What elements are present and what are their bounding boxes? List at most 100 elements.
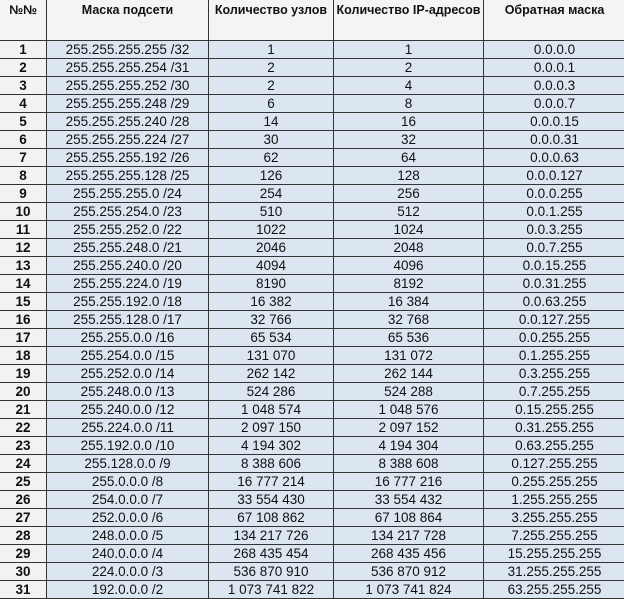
ip-count: 1 073 741 824 bbox=[333, 580, 484, 599]
table-row: 17 255.255.0.0 /16 65 534 65 536 0.0.255.255 bbox=[0, 328, 624, 347]
table-row: 6 255.255.255.224 /27 30 32 0.0.0.31 bbox=[0, 130, 624, 149]
subnet-mask: 255.255.255.255 /32 bbox=[46, 40, 209, 59]
ip-count: 536 870 912 bbox=[333, 562, 484, 581]
host-count: 62 bbox=[208, 148, 334, 167]
wildcard-mask: 3.255.255.255 bbox=[483, 508, 624, 527]
subnet-mask: 192.0.0.0 /2 bbox=[46, 580, 209, 599]
wildcard-mask: 0.3.255.255 bbox=[483, 364, 624, 383]
ip-count: 2048 bbox=[333, 238, 484, 257]
row-number: 7 bbox=[0, 148, 47, 167]
ip-count: 134 217 728 bbox=[333, 526, 484, 545]
row-number: 29 bbox=[0, 544, 47, 563]
subnet-mask: 255.252.0.0 /14 bbox=[46, 364, 209, 383]
host-count: 6 bbox=[208, 94, 334, 113]
table-row: 21 255.240.0.0 /12 1 048 574 1 048 576 0.15.… bbox=[0, 400, 624, 419]
host-count: 16 777 214 bbox=[208, 472, 334, 491]
table-row: 30 224.0.0.0 /3 536 870 910 536 870 912 31.2… bbox=[0, 562, 624, 581]
host-count: 1 073 741 822 bbox=[208, 580, 334, 599]
table-row: 18 255.254.0.0 /15 131 070 131 072 0.1.255.2… bbox=[0, 346, 624, 365]
row-number: 5 bbox=[0, 112, 47, 131]
ip-count: 32 768 bbox=[333, 310, 484, 329]
host-count: 67 108 862 bbox=[208, 508, 334, 527]
row-number: 22 bbox=[0, 418, 47, 437]
row-number: 17 bbox=[0, 328, 47, 347]
subnet-mask: 255.0.0.0 /8 bbox=[46, 472, 209, 491]
row-number: 26 bbox=[0, 490, 47, 509]
subnet-mask: 255.255.255.254 /31 bbox=[46, 58, 209, 77]
table-row: 24 255.128.0.0 /9 8 388 606 8 388 608 0.127.… bbox=[0, 454, 624, 473]
row-number: 11 bbox=[0, 220, 47, 239]
subnet-mask: 255.255.252.0 /22 bbox=[46, 220, 209, 239]
table-row: 13 255.255.240.0 /20 4094 4096 0.0.15.255 bbox=[0, 256, 624, 275]
row-number: 13 bbox=[0, 256, 47, 275]
wildcard-mask: 0.0.0.31 bbox=[483, 130, 624, 149]
table-row: 14 255.255.224.0 /19 8190 8192 0.0.31.255 bbox=[0, 274, 624, 293]
ip-count: 1 bbox=[333, 40, 484, 59]
host-count: 2 bbox=[208, 58, 334, 77]
row-number: 4 bbox=[0, 94, 47, 113]
ip-count: 67 108 864 bbox=[333, 508, 484, 527]
wildcard-mask: 0.0.3.255 bbox=[483, 220, 624, 239]
table-row: 19 255.252.0.0 /14 262 142 262 144 0.3.255.2… bbox=[0, 364, 624, 383]
ip-count: 268 435 456 bbox=[333, 544, 484, 563]
host-count: 1022 bbox=[208, 220, 334, 239]
header-number: №№ bbox=[0, 0, 47, 41]
table-row: 10 255.255.254.0 /23 510 512 0.0.1.255 bbox=[0, 202, 624, 221]
ip-count: 262 144 bbox=[333, 364, 484, 383]
table-row: 4 255.255.255.248 /29 6 8 0.0.0.7 bbox=[0, 94, 624, 113]
row-number: 30 bbox=[0, 562, 47, 581]
ip-count: 256 bbox=[333, 184, 484, 203]
row-number: 25 bbox=[0, 472, 47, 491]
wildcard-mask: 0.0.0.63 bbox=[483, 148, 624, 167]
subnet-mask: 255.224.0.0 /11 bbox=[46, 418, 209, 437]
host-count: 32 766 bbox=[208, 310, 334, 329]
row-number: 21 bbox=[0, 400, 47, 419]
table-row: 25 255.0.0.0 /8 16 777 214 16 777 216 0.255.… bbox=[0, 472, 624, 491]
ip-count: 4096 bbox=[333, 256, 484, 275]
subnet-mask: 255.255.255.248 /29 bbox=[46, 94, 209, 113]
table-row: 3 255.255.255.252 /30 2 4 0.0.0.3 bbox=[0, 76, 624, 95]
wildcard-mask: 0.7.255.255 bbox=[483, 382, 624, 401]
table-row: 23 255.192.0.0 /10 4 194 302 4 194 304 0.63.… bbox=[0, 436, 624, 455]
host-count: 524 286 bbox=[208, 382, 334, 401]
host-count: 65 534 bbox=[208, 328, 334, 347]
subnet-mask: 255.255.240.0 /20 bbox=[46, 256, 209, 275]
table-row: 12 255.255.248.0 /21 2046 2048 0.0.7.255 bbox=[0, 238, 624, 257]
wildcard-mask: 0.31.255.255 bbox=[483, 418, 624, 437]
row-number: 16 bbox=[0, 310, 47, 329]
subnet-mask: 255.255.254.0 /23 bbox=[46, 202, 209, 221]
table-row: 22 255.224.0.0 /11 2 097 150 2 097 152 0.31.… bbox=[0, 418, 624, 437]
host-count: 1 048 574 bbox=[208, 400, 334, 419]
host-count: 8 388 606 bbox=[208, 454, 334, 473]
host-count: 510 bbox=[208, 202, 334, 221]
host-count: 134 217 726 bbox=[208, 526, 334, 545]
header-row: №№ Маска подсети Количество узлов Количе… bbox=[0, 0, 624, 41]
table-row: 8 255.255.255.128 /25 126 128 0.0.0.127 bbox=[0, 166, 624, 185]
wildcard-mask: 0.0.15.255 bbox=[483, 256, 624, 275]
wildcard-mask: 0.15.255.255 bbox=[483, 400, 624, 419]
subnet-mask: 252.0.0.0 /6 bbox=[46, 508, 209, 527]
host-count: 1 bbox=[208, 40, 334, 59]
ip-count: 2 097 152 bbox=[333, 418, 484, 437]
host-count: 254 bbox=[208, 184, 334, 203]
ip-count: 1024 bbox=[333, 220, 484, 239]
ip-count: 8192 bbox=[333, 274, 484, 293]
host-count: 33 554 430 bbox=[208, 490, 334, 509]
table-row: 11 255.255.252.0 /22 1022 1024 0.0.3.255 bbox=[0, 220, 624, 239]
table-row: 28 248.0.0.0 /5 134 217 726 134 217 728 7.25… bbox=[0, 526, 624, 545]
wildcard-mask: 0.0.1.255 bbox=[483, 202, 624, 221]
subnet-mask: 255.192.0.0 /10 bbox=[46, 436, 209, 455]
host-count: 2 bbox=[208, 76, 334, 95]
ip-count: 1 048 576 bbox=[333, 400, 484, 419]
wildcard-mask: 1.255.255.255 bbox=[483, 490, 624, 509]
ip-count: 65 536 bbox=[333, 328, 484, 347]
ip-count: 8 388 608 bbox=[333, 454, 484, 473]
table-row: 5 255.255.255.240 /28 14 16 0.0.0.15 bbox=[0, 112, 624, 131]
row-number: 20 bbox=[0, 382, 47, 401]
wildcard-mask: 0.0.0.3 bbox=[483, 76, 624, 95]
header-subnet-mask: Маска подсети bbox=[46, 0, 209, 41]
subnet-mask: 255.255.248.0 /21 bbox=[46, 238, 209, 257]
host-count: 4 194 302 bbox=[208, 436, 334, 455]
wildcard-mask: 0.0.0.7 bbox=[483, 94, 624, 113]
